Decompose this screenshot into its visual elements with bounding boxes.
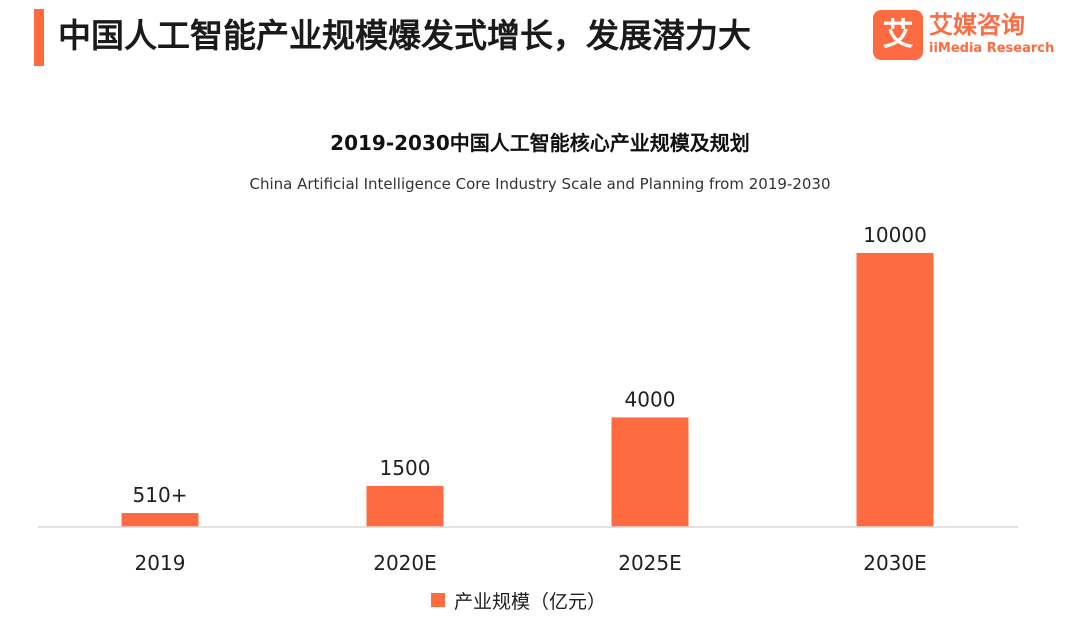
chart-title: 2019-2030中国人工智能核心产业规模及规划 [330,131,750,155]
logo-en-name: iiMedia Research [929,41,1055,56]
logo-icon: 艾 [873,10,923,60]
data-label-2025e: 4000 [625,387,676,411]
x-tick-label-2020e: 2020E [373,551,437,575]
bars-layer [121,253,934,527]
x-tick-label-2019: 2019 [135,551,186,575]
title-accent-bar [34,9,44,66]
legend-swatch-icon [431,593,445,607]
logo-cn-name: 艾媒咨询 [929,11,1025,39]
legend: 产业规模（亿元） [431,591,606,613]
data-label-2019: 510+ [133,483,188,507]
bar-2019 [121,513,199,527]
data-label-2030e: 10000 [863,223,927,247]
chart-subtitle: China Artificial Intelligence Core Indus… [249,175,830,193]
logo-icon-glyph: 艾 [883,17,914,53]
bar-2020e [366,485,444,527]
header: 中国人工智能产业规模爆发式增长，发展潜力大 艾 艾媒咨询 iiMedia Res… [0,0,1080,72]
x-tick-labels-layer: 2019 2020E 2025E 2030E [135,551,927,575]
page-title: 中国人工智能产业规模爆发式增长，发展潜力大 [58,16,751,55]
data-labels-layer: 510+ 1500 4000 10000 [133,223,927,507]
legend-label: 产业规模（亿元） [454,591,606,613]
x-tick-label-2025e: 2025E [618,551,682,575]
iimedia-logo: 艾 艾媒咨询 iiMedia Research [873,8,1055,64]
data-label-2020e: 1500 [380,456,431,480]
x-tick-label-2030e: 2030E [863,551,927,575]
bar-2030e [856,253,934,527]
logo-icon-bg [873,10,923,60]
bar-2025e [611,417,689,527]
